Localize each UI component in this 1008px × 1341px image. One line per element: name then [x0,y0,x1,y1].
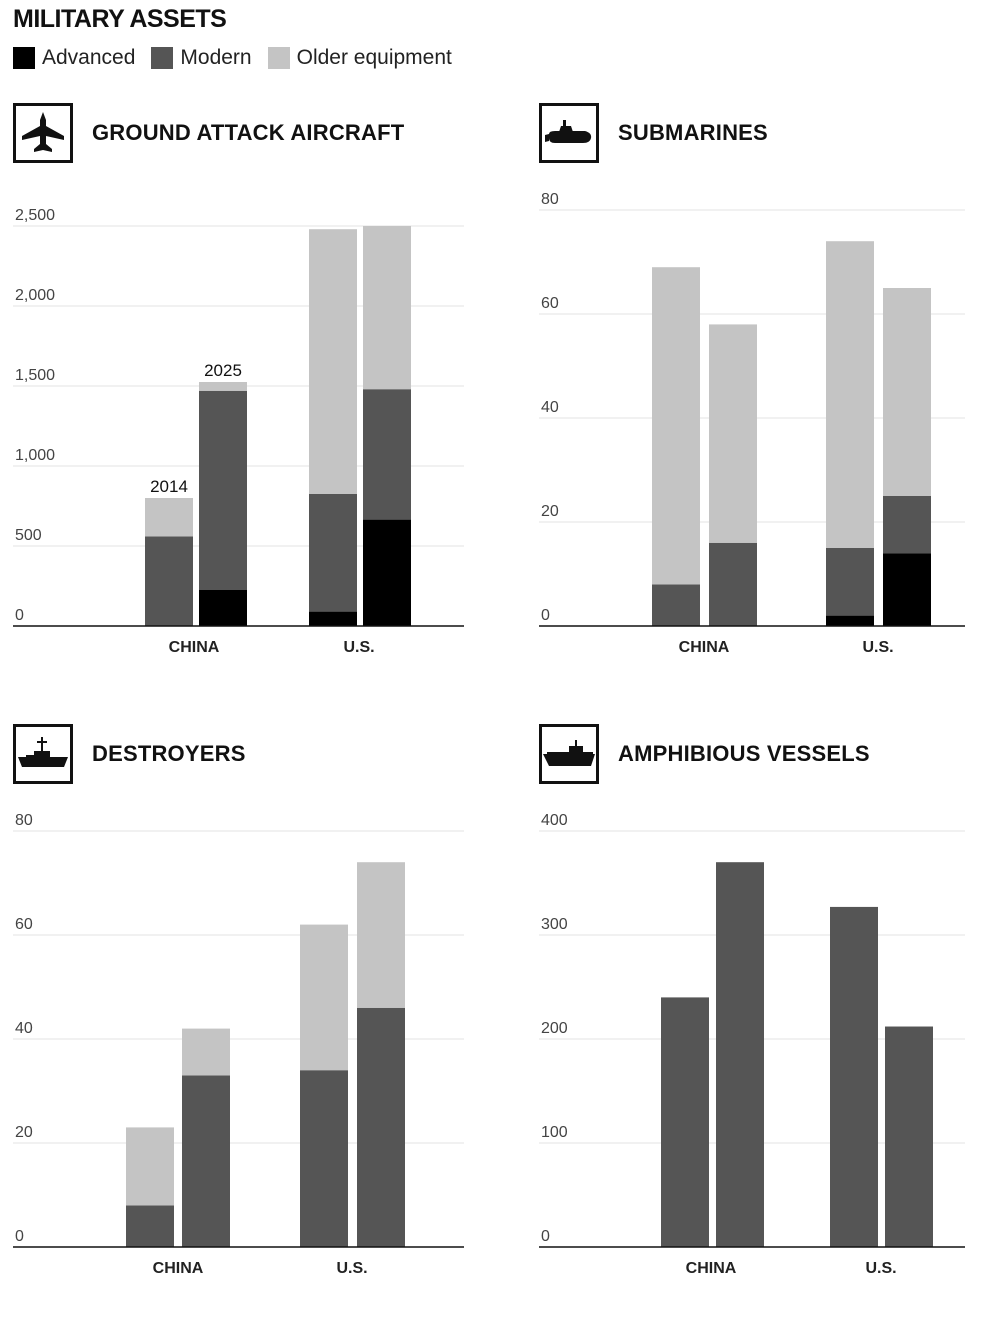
category-label: CHINA [153,1260,204,1277]
bar-segment-modern [661,997,709,1247]
icon-frame [13,103,73,163]
icon-frame [539,724,599,784]
legend-label-advanced: Advanced [42,46,136,69]
bar-segment-modern [885,1026,933,1247]
panel-destroyers: DESTROYERS 0 20 40 60 80 CHINA U.S. [13,721,483,1341]
panel-header: GROUND ATTACK AIRCRAFT [13,100,404,166]
y-tick-label: 1,000 [15,447,55,464]
page-title: MILITARY ASSETS [13,5,227,33]
bar-segment-older [300,924,348,1071]
chart-ground-attack-aircraft: 0 500 1,000 1,500 2,000 2,500 2014 2025 CHINA U.S… [13,207,464,656]
legend-swatch-advanced [13,47,35,69]
y-tick-label: 2,000 [15,287,55,304]
panel-title: SUBMARINES [618,120,768,145]
bar-segment-advanced [309,611,357,626]
y-tick-label: 300 [541,916,568,933]
bar-segment-older [357,862,405,1008]
y-tick-label: 80 [541,191,559,208]
bar-segment-older [126,1127,174,1206]
category-label: U.S. [343,639,374,656]
y-tick-label: 500 [15,527,42,544]
bar-segment-modern [716,862,764,1247]
bar-segment-advanced [199,590,247,626]
panel-title: GROUND ATTACK AIRCRAFT [92,120,405,145]
icon-frame [539,103,599,163]
y-tick-label: 200 [541,1020,568,1037]
panel-header: DESTROYERS [13,721,246,787]
bar-segment-older [883,288,931,496]
category-label: U.S. [862,639,893,656]
y-tick-label: 20 [15,1124,33,1141]
y-tick-label: 0 [15,607,24,624]
chart-submarines: 0 20 40 60 80 CHINA U.S. [539,191,965,656]
panel-amphibious-vessels: AMPHIBIOUS VESSELS 0 100 200 300 400 CHINA U.S… [539,721,1008,1341]
bar-segment-modern [300,1070,348,1247]
y-tick-label: 20 [541,503,559,520]
legend-item-advanced: Advanced [13,46,135,70]
bar-segment-older [826,241,874,548]
panel-title: DESTROYERS [92,741,246,766]
y-tick-label: 60 [541,295,559,312]
fighter-jet-icon [22,112,64,152]
legend-swatch-older [267,47,290,69]
amphibious-ship-icon [543,740,595,766]
y-tick-label: 100 [541,1124,568,1141]
destroyer-ship-icon [18,737,68,767]
bar-segment-older [709,324,757,543]
bar-segment-advanced [363,519,411,626]
legend-item-older: Older equipment [267,46,452,70]
bar-segment-modern [652,584,700,626]
category-label: U.S. [865,1260,896,1277]
legend: Advanced Modern Older equipment [13,46,468,70]
bar-segment-older [145,498,193,537]
bar-segment-older [363,226,411,390]
icon-frame [13,724,73,784]
bar-segment-modern [309,494,357,612]
bar-segment-older [199,382,247,391]
chart-amphibious-vessels: 0 100 200 300 400 CHINA U.S. [539,812,965,1277]
bar-segment-modern [199,390,247,590]
y-tick-label: 400 [541,812,568,829]
category-label: CHINA [169,639,220,656]
category-label: CHINA [686,1260,737,1277]
legend-label-older: Older equipment [296,46,452,69]
bar-segment-advanced [826,615,874,626]
bar-year-label: 2025 [204,361,242,380]
bar-segment-modern [830,906,878,1247]
bar-segment-modern [145,536,193,626]
chart-destroyers: 0 20 40 60 80 CHINA U.S. [13,812,464,1277]
panel-ground-attack-aircraft: GROUND ATTACK AIRCRAFT 0 500 1,000 1,500 2,0… [13,100,483,720]
panel-header: AMPHIBIOUS VESSELS [539,721,870,787]
bar-year-label: 2014 [150,477,188,496]
y-tick-label: 0 [541,607,550,624]
bar-segment-older [182,1028,230,1076]
legend-swatch-modern [151,47,174,69]
y-tick-label: 0 [15,1228,24,1245]
y-tick-label: 60 [15,916,33,933]
bar-segment-modern [363,389,411,520]
panel-title: AMPHIBIOUS VESSELS [618,741,870,766]
bar-segment-modern [883,496,931,554]
bar-segment-modern [357,1007,405,1247]
bar-segment-older [652,267,700,585]
submarine-icon [545,120,592,143]
bar-segment-modern [182,1075,230,1247]
bar-segment-older [309,229,357,494]
y-tick-label: 80 [15,812,33,829]
bar-segment-modern [826,548,874,616]
bar-segment-advanced [883,553,931,626]
y-tick-label: 2,500 [15,207,55,224]
legend-item-modern: Modern [151,46,252,70]
category-label: U.S. [336,1260,367,1277]
bar-segment-modern [126,1205,174,1247]
y-tick-label: 0 [541,1228,550,1245]
category-label: CHINA [679,639,730,656]
bar-segment-modern [709,542,757,626]
y-tick-label: 40 [541,399,559,416]
panel-header: SUBMARINES [539,100,768,166]
y-tick-label: 40 [15,1020,33,1037]
panel-submarines: SUBMARINES 0 20 40 60 80 CHINA U.S. [539,100,1008,720]
y-tick-label: 1,500 [15,367,55,384]
legend-label-modern: Modern [180,46,252,69]
